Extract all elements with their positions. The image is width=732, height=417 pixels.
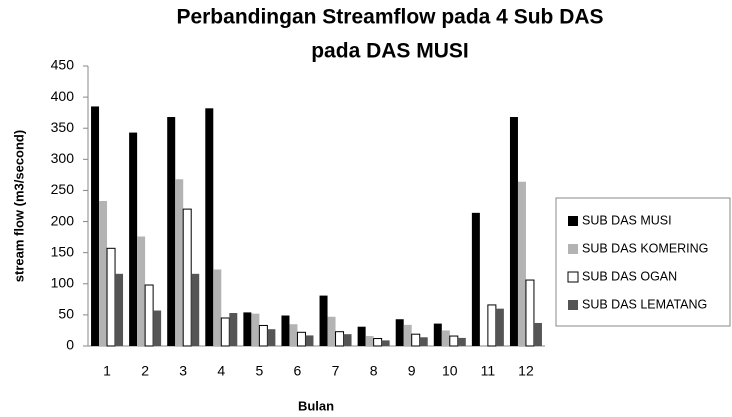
bar bbox=[281, 315, 290, 346]
bar bbox=[357, 326, 366, 346]
bar bbox=[167, 117, 176, 347]
bar bbox=[153, 310, 162, 346]
x-tick-label: 2 bbox=[141, 363, 149, 379]
y-tick-label: 0 bbox=[66, 337, 74, 353]
bar bbox=[296, 331, 306, 347]
bar bbox=[327, 316, 336, 346]
bar bbox=[487, 304, 497, 347]
legend-label: SUB DAS KOMERING bbox=[582, 241, 708, 255]
x-tick-label: 3 bbox=[179, 363, 187, 379]
bar bbox=[144, 284, 154, 347]
bar bbox=[129, 132, 138, 346]
bar bbox=[175, 179, 184, 346]
bar bbox=[525, 279, 535, 347]
bar bbox=[258, 324, 268, 347]
x-axis-title: Bulan bbox=[298, 398, 334, 413]
x-tick-label: 1 bbox=[103, 363, 111, 379]
bar bbox=[99, 201, 108, 346]
bar bbox=[335, 331, 345, 347]
legend-box bbox=[555, 197, 731, 327]
bar bbox=[220, 317, 230, 347]
legend-swatch bbox=[568, 244, 578, 254]
bar bbox=[533, 322, 542, 346]
bar bbox=[289, 324, 298, 346]
legend-label: SUB DAS MUSI bbox=[582, 213, 672, 227]
x-tick-label: 7 bbox=[332, 363, 340, 379]
bar bbox=[182, 208, 192, 347]
bar bbox=[305, 335, 314, 346]
legend-swatch bbox=[568, 300, 578, 310]
bar bbox=[343, 334, 352, 346]
bar bbox=[403, 324, 412, 346]
y-tick-label: 100 bbox=[51, 274, 75, 290]
y-axis-title: stream flow (m3/second) bbox=[11, 130, 26, 282]
y-tick-label: 350 bbox=[51, 119, 75, 135]
bar bbox=[433, 323, 442, 346]
bar bbox=[471, 212, 480, 346]
bar bbox=[229, 313, 238, 346]
y-tick-label: 50 bbox=[58, 306, 74, 322]
bar bbox=[381, 340, 390, 346]
legend-label: SUB DAS LEMATANG bbox=[582, 297, 707, 311]
bar bbox=[205, 108, 214, 346]
bar bbox=[115, 273, 124, 346]
bar bbox=[191, 273, 200, 346]
y-tick-label: 450 bbox=[51, 57, 75, 73]
x-tick-label: 5 bbox=[255, 363, 263, 379]
bar bbox=[137, 236, 146, 346]
y-tick-label: 150 bbox=[51, 243, 75, 259]
bar bbox=[449, 335, 459, 347]
legend-swatch bbox=[567, 271, 579, 283]
x-tick-label: 9 bbox=[408, 363, 416, 379]
bar bbox=[495, 308, 504, 346]
x-tick-label: 10 bbox=[442, 363, 458, 379]
x-tick-label: 4 bbox=[217, 363, 225, 379]
bar bbox=[373, 338, 383, 347]
x-tick-label: 12 bbox=[518, 363, 534, 379]
legend-label: SUB DAS OGAN bbox=[582, 269, 677, 283]
bar bbox=[251, 313, 260, 346]
bar bbox=[441, 330, 450, 346]
bar bbox=[106, 247, 116, 347]
bar bbox=[395, 319, 404, 346]
bar bbox=[509, 117, 518, 347]
bar bbox=[91, 106, 100, 346]
bar bbox=[517, 181, 526, 346]
y-tick-label: 400 bbox=[51, 88, 75, 104]
y-tick-label: 200 bbox=[51, 212, 75, 228]
bar bbox=[411, 333, 421, 347]
bar bbox=[419, 337, 428, 346]
chart-title: Perbandingan Streamflow pada 4 Sub DAS bbox=[176, 6, 603, 29]
y-tick-label: 250 bbox=[51, 181, 75, 197]
x-tick-label: 11 bbox=[481, 363, 496, 379]
legend: SUB DAS MUSI SUB DAS KOMERING SUB DAS OGAN… bbox=[555, 197, 731, 327]
y-tick-label: 300 bbox=[51, 150, 75, 166]
bar bbox=[243, 312, 252, 346]
chart-title: pada DAS MUSI bbox=[311, 40, 469, 63]
bar bbox=[319, 295, 328, 346]
legend-swatch bbox=[568, 216, 578, 226]
x-tick-label: 6 bbox=[294, 363, 302, 379]
bar bbox=[213, 269, 222, 346]
x-tick-label: 8 bbox=[370, 363, 378, 379]
bar bbox=[365, 336, 374, 346]
bar bbox=[457, 337, 466, 346]
bar bbox=[267, 329, 276, 346]
